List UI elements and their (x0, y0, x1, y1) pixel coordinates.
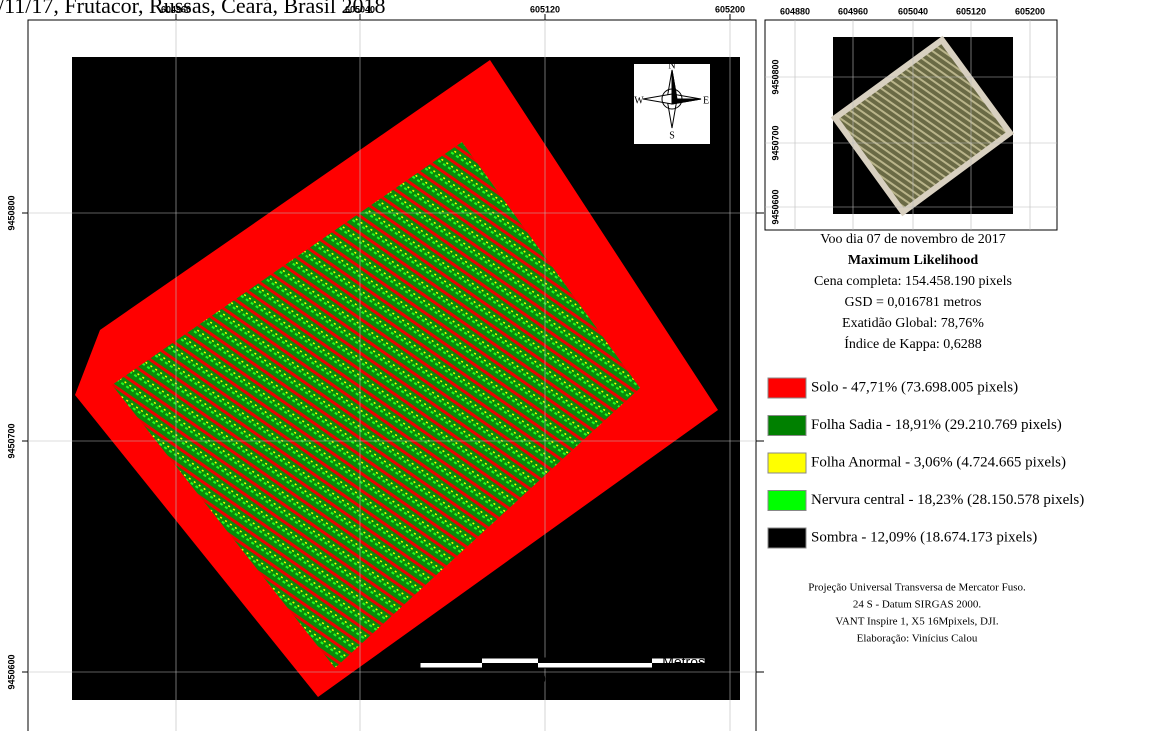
x-tick-label: 605120 (530, 4, 560, 14)
compass-letter: N (668, 60, 675, 71)
scale-bar-segment (482, 663, 538, 668)
x-tick-label: 605200 (715, 4, 745, 14)
inset-x-tick-label: 604880 (780, 6, 810, 16)
caption-line: Maximum Likelihood (848, 253, 979, 268)
x-tick-label: 604960 (161, 4, 191, 14)
legend-swatch (768, 528, 806, 548)
caption-line: Cena completa: 154.458.190 pixels (814, 274, 1012, 289)
scale-label: 0 (416, 671, 424, 687)
inset-x-tick-label: 605200 (1015, 6, 1045, 16)
credit-line: 24 S - Datum SIRGAS 2000. (853, 599, 982, 611)
scale-label: 25 (470, 671, 486, 687)
caption-line: Índice de Kappa: 0,6288 (844, 335, 982, 352)
credit-line: Elaboração: Vinícius Calou (857, 633, 978, 645)
inset-x-tick-label: 605120 (956, 6, 986, 16)
scale-bar-segment (538, 658, 652, 663)
scale-label: 100 (638, 671, 662, 687)
title: /11/17, Frutacor, Russas, Ceará, Brasil … (0, 0, 386, 18)
x-tick-label: 605040 (345, 4, 375, 14)
inset-x-tick-label: 605040 (898, 6, 928, 16)
credit-line: VANT Inspire 1, X5 16Mpixels, DJI. (835, 616, 999, 628)
y-tick-label: 9450600 (6, 654, 16, 689)
legend-swatch (768, 416, 806, 436)
compass-letter: E (703, 95, 709, 106)
inset-y-tick-label: 9450600 (770, 189, 780, 224)
map-layout: /11/17, Frutacor, Russas, Ceará, Brasil … (0, 0, 1153, 731)
inset-x-tick-label: 604960 (838, 6, 868, 16)
caption-line: Exatidão Global: 78,76% (842, 316, 984, 331)
y-tick-label: 9450700 (6, 423, 16, 458)
legend-label: Folha Sadia - 18,91% (29.210.769 pixels) (811, 417, 1062, 433)
scale-bar-segment (420, 658, 482, 663)
caption-line: GSD = 0,016781 metros (844, 295, 981, 310)
compass-letter: S (669, 130, 675, 141)
legend-label: Folha Anormal - 3,06% (4.724.665 pixels) (811, 454, 1066, 470)
scale-label: 50 (530, 671, 546, 687)
legend-swatch (768, 491, 806, 511)
legend-label: Solo - 47,71% (73.698.005 pixels) (811, 379, 1018, 395)
legend-label: Nervura central - 18,23% (28.150.578 pix… (811, 492, 1084, 508)
legend-label: Sombra - 12,09% (18.674.173 pixels) (811, 529, 1037, 545)
inset-y-tick-label: 9450700 (770, 125, 780, 160)
legend-swatch (768, 378, 806, 398)
inset-y-tick-label: 9450800 (770, 59, 780, 94)
scale-unit: Metros (662, 654, 705, 670)
compass-letter: W (634, 95, 644, 106)
caption-line: Voo dia 07 de novembro de 2017 (820, 232, 1006, 247)
credit-line: Projeção Universal Transversa de Mercato… (808, 582, 1026, 594)
legend-swatch (768, 453, 806, 473)
y-tick-label: 9450800 (6, 195, 16, 230)
